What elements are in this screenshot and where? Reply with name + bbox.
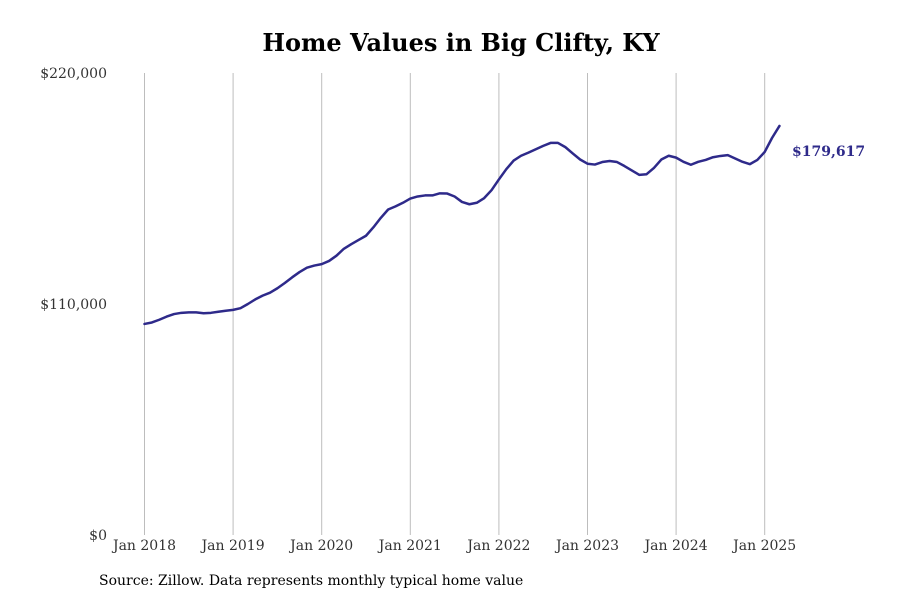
gridlines [144, 73, 766, 535]
x-tick-label: Jan 2025 [731, 538, 796, 554]
x-tick-label: Jan 2021 [377, 538, 442, 554]
y-tick-label: $110,000 [40, 297, 107, 313]
x-tick-label: Jan 2023 [554, 538, 619, 554]
x-tick-label: Jan 2018 [111, 538, 176, 554]
source-note: Source: Zillow. Data represents monthly … [99, 573, 524, 589]
x-tick-label: Jan 2019 [200, 538, 265, 554]
x-axis-ticks: Jan 2018 Jan 2019 Jan 2020 Jan 2021 Jan 2022… [111, 538, 796, 554]
series-line [143, 124, 781, 326]
x-tick-label: Jan 2024 [643, 538, 708, 554]
y-tick-label: $0 [89, 528, 107, 544]
chart-title: Home Values in Big Clifty, KY [262, 28, 660, 57]
x-tick-label: Jan 2022 [465, 538, 530, 554]
y-tick-label: $220,000 [40, 66, 107, 82]
end-value-label: $179,617 [792, 144, 865, 160]
y-axis-ticks: $0 $110,000 $220,000 [40, 66, 107, 544]
x-tick-label: Jan 2020 [288, 538, 353, 554]
